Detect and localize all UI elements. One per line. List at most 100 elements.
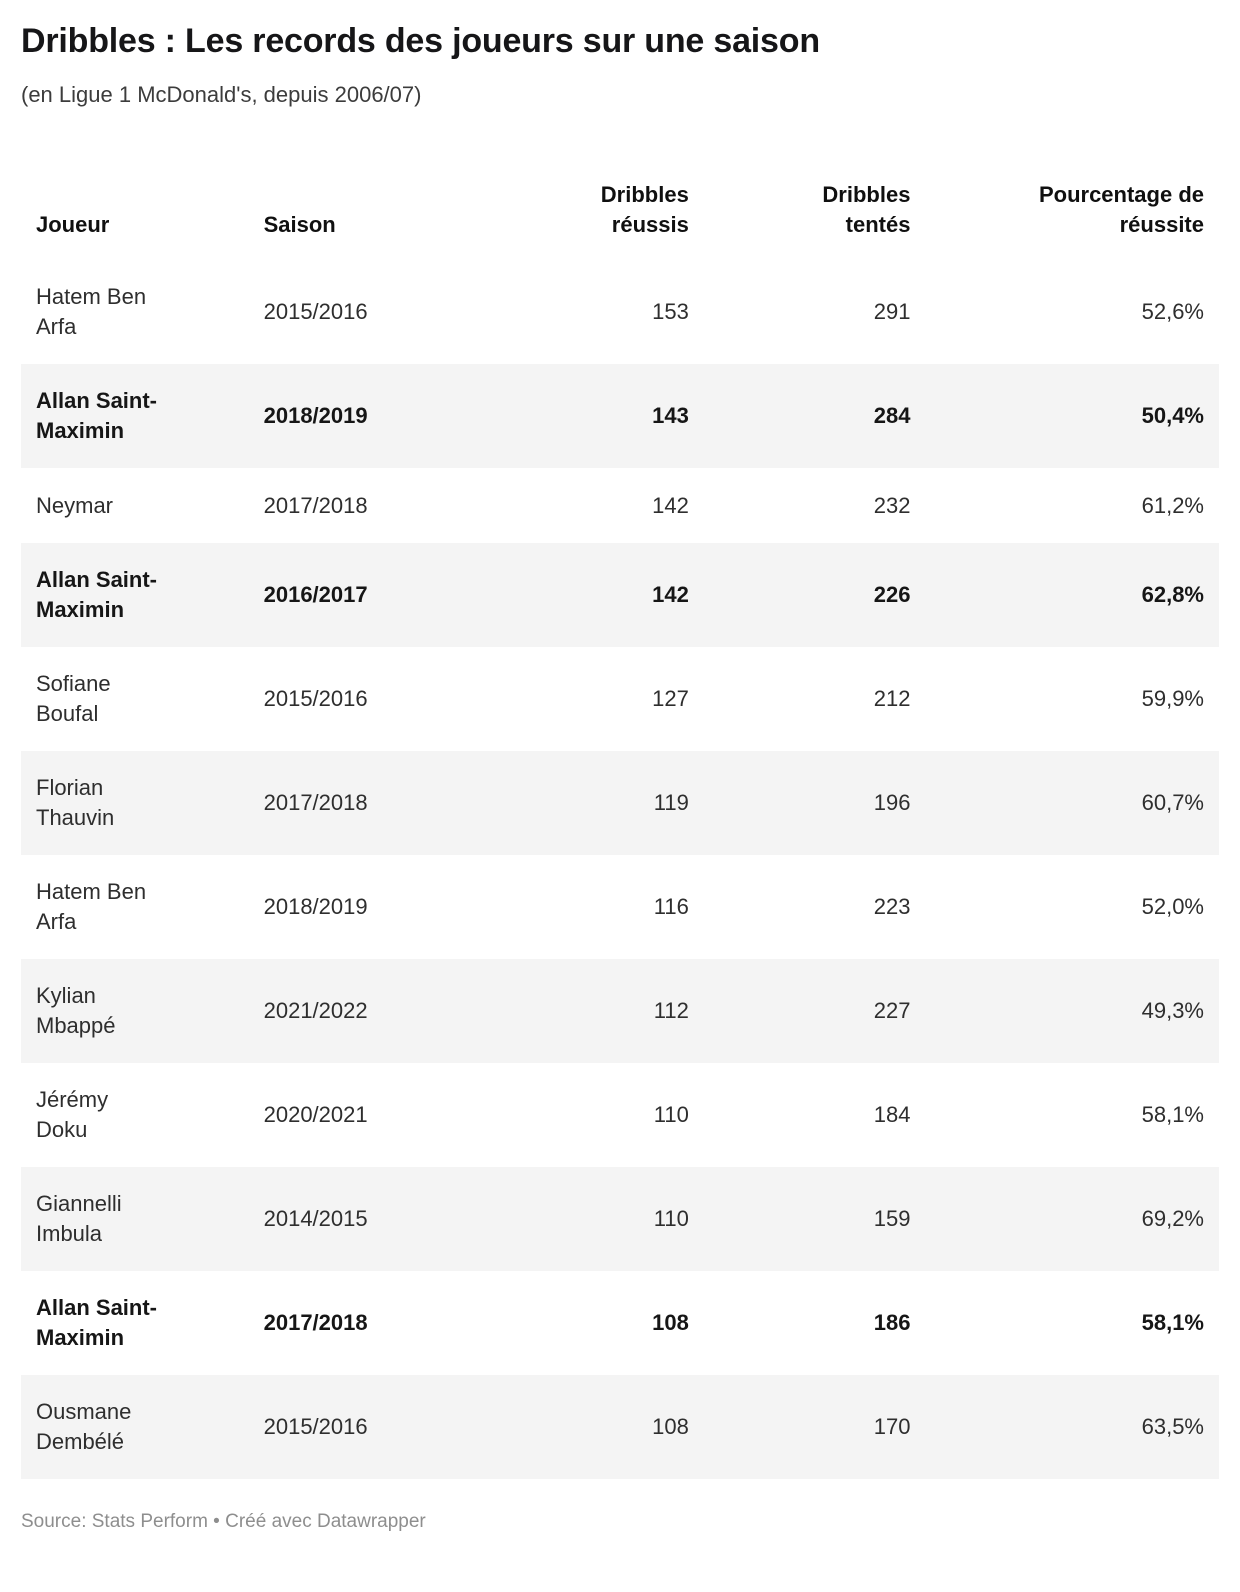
page-title: Dribbles : Les records des joueurs sur u… [21, 22, 820, 60]
table-body: Hatem Ben Arfa 2015/2016 153 291 52,6% Allan … [21, 260, 1219, 1480]
player-cell: Sofiane Boufal [21, 647, 249, 751]
table-row: Hatem Ben Arfa 2015/2016 153 291 52,6% [21, 260, 1219, 364]
player-cell: Allan Saint-Maximin [21, 364, 249, 468]
pourcentage-cell: 52,6% [1141, 299, 1204, 324]
table-row: Allan Saint-Maximin 2017/2018 108 186 58,1% [21, 1271, 1219, 1375]
column-header-dribbles-reussis: Dribbles réussis [458, 180, 704, 260]
table-header: Joueur Saison Dribbles réussis Dribbles … [21, 180, 1219, 260]
table-row: Florian Thauvin 2017/2018 119 196 60,7% [21, 751, 1219, 856]
dribbles-reussis-cell: 153 [652, 299, 689, 324]
season-cell: 2021/2022 [263, 998, 368, 1024]
dribbles-reussis-cell: 112 [653, 998, 689, 1024]
player-name: Giannelli Imbula [36, 1191, 122, 1247]
season-cell: 2015/2016 [263, 299, 368, 324]
column-header-label: Joueur [36, 212, 110, 237]
season-cell: 2018/2019 [263, 403, 368, 428]
pourcentage-cell: 61,2% [1141, 492, 1204, 518]
dribbles-tentes-cell: 159 [873, 1206, 911, 1232]
player-name: Allan Saint-Maximin [36, 1295, 158, 1351]
column-header-label: Saison [263, 212, 336, 237]
pourcentage-cell: 52,0% [1141, 894, 1204, 920]
dribbles-tentes-cell: 223 [873, 894, 911, 920]
column-header-label: Dribbles réussis [600, 182, 689, 237]
dribbles-tentes-cell: 284 [873, 403, 911, 428]
table-row: Kylian Mbappé 2021/2022 112 227 49,3% [21, 959, 1219, 1064]
pourcentage-cell: 58,1% [1141, 1310, 1204, 1336]
column-header-pourcentage: Pourcentage de réussite [925, 180, 1219, 260]
season-cell: 2015/2016 [263, 686, 368, 712]
player-name: Hatem Ben Arfa [36, 879, 147, 935]
player-name: Jérémy Doku [36, 1087, 109, 1143]
dribbles-tentes-cell: 170 [873, 1414, 911, 1440]
pourcentage-cell: 63,5% [1141, 1414, 1204, 1440]
player-cell: Allan Saint-Maximin [21, 1271, 249, 1375]
player-name: Allan Saint-Maximin [36, 567, 158, 623]
pourcentage-cell: 60,7% [1141, 790, 1204, 816]
pourcentage-cell: 58,1% [1141, 1102, 1204, 1128]
dribbles-tentes-cell: 184 [873, 1102, 911, 1128]
dribbles-tentes-cell: 212 [873, 686, 911, 712]
dribbles-reussis-cell: 116 [653, 894, 689, 920]
dribbles-tentes-cell: 232 [873, 492, 911, 518]
table-row: Hatem Ben Arfa 2018/2019 116 223 52,0% [21, 855, 1219, 959]
player-name: Allan Saint-Maximin [36, 388, 158, 443]
dribbles-tentes-cell: 227 [873, 998, 911, 1024]
player-cell: Kylian Mbappé [21, 959, 249, 1063]
data-table: Joueur Saison Dribbles réussis Dribbles … [21, 180, 1219, 1480]
pourcentage-cell: 59,9% [1141, 686, 1204, 712]
dribbles-reussis-cell: 127 [652, 686, 689, 712]
dribbles-tentes-cell: 226 [873, 582, 911, 608]
dribbles-tentes-cell: 186 [873, 1310, 911, 1336]
dribbles-reussis-cell: 143 [652, 403, 689, 428]
player-name: Ousmane Dembélé [36, 1399, 132, 1455]
dribbles-reussis-cell: 108 [652, 1414, 689, 1440]
pourcentage-cell: 62,8% [1141, 582, 1204, 608]
column-header-label: Pourcentage de réussite [1038, 182, 1204, 237]
table-row: Allan Saint-Maximin 2016/2017 142 226 62,8% [21, 543, 1219, 648]
season-cell: 2017/2018 [263, 492, 368, 518]
table-row: Neymar 2017/2018 142 232 61,2% [21, 468, 1219, 543]
dribbles-reussis-cell: 110 [653, 1206, 689, 1232]
player-cell: Giannelli Imbula [21, 1167, 249, 1271]
table-row: Giannelli Imbula 2014/2015 110 159 69,2% [21, 1167, 1219, 1272]
dribbles-reussis-cell: 142 [652, 582, 689, 608]
pourcentage-cell: 69,2% [1141, 1206, 1204, 1232]
season-cell: 2017/2018 [263, 790, 368, 816]
player-cell: Jérémy Doku [21, 1063, 249, 1167]
player-cell: Ousmane Dembélé [21, 1375, 249, 1479]
dribbles-tentes-cell: 291 [873, 299, 911, 324]
player-name: Hatem Ben Arfa [36, 284, 147, 339]
player-cell: Neymar [21, 468, 249, 543]
column-header-dribbles-tentes: Dribbles tentés [704, 180, 926, 260]
player-name: Neymar [36, 493, 114, 519]
season-cell: 2016/2017 [263, 582, 368, 608]
table-row: Sofiane Boufal 2015/2016 127 212 59,9% [21, 647, 1219, 751]
dribbles-tentes-cell: 196 [873, 790, 911, 816]
player-cell: Allan Saint-Maximin [21, 543, 249, 647]
season-cell: 2017/2018 [263, 1310, 368, 1336]
dribbles-reussis-cell: 110 [653, 1102, 689, 1128]
dribbles-reussis-cell: 108 [652, 1310, 689, 1336]
player-cell: Hatem Ben Arfa [21, 260, 249, 364]
season-cell: 2015/2016 [263, 1414, 368, 1440]
player-name: Kylian Mbappé [36, 983, 116, 1039]
column-header-label: Dribbles tentés [822, 182, 911, 237]
player-name: Florian Thauvin [36, 775, 115, 831]
player-name: Sofiane Boufal [36, 671, 111, 727]
pourcentage-cell: 50,4% [1141, 403, 1204, 428]
header-row: Joueur Saison Dribbles réussis Dribbles … [21, 180, 1219, 260]
season-cell: 2020/2021 [263, 1102, 368, 1128]
column-header-saison: Saison [249, 180, 459, 260]
season-cell: 2014/2015 [263, 1206, 368, 1232]
dribbles-reussis-cell: 119 [653, 790, 689, 816]
chart-subtitle: (en Ligue 1 McDonald's, depuis 2006/07) [21, 82, 422, 107]
player-cell: Florian Thauvin [21, 751, 249, 855]
source-credit: Source: Stats Perform • Créé avec Datawr… [21, 1511, 426, 1533]
table-row: Jérémy Doku 2020/2021 110 184 58,1% [21, 1063, 1219, 1167]
pourcentage-cell: 49,3% [1141, 998, 1204, 1024]
column-header-joueur: Joueur [21, 180, 249, 260]
table-row: Ousmane Dembélé 2015/2016 108 170 63,5% [21, 1375, 1219, 1480]
season-cell: 2018/2019 [263, 894, 368, 920]
player-cell: Hatem Ben Arfa [21, 855, 249, 959]
